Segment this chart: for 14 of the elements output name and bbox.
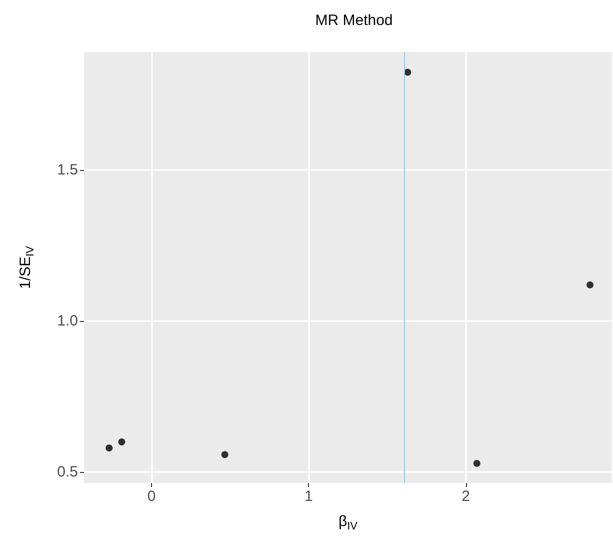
y-tick-label: 0.5 <box>57 463 78 480</box>
x-tick-label: 2 <box>462 488 470 505</box>
y-tick-label: 1.0 <box>57 312 78 330</box>
point <box>221 451 228 458</box>
point <box>106 444 113 452</box>
chart-title: MR Method <box>315 12 393 29</box>
point <box>586 281 594 288</box>
x-tick-label: 1 <box>304 488 313 505</box>
y-tick-label: 1.5 <box>57 161 78 178</box>
point <box>404 68 412 76</box>
y-axis-title: 1/SEIV <box>17 245 36 289</box>
x-tick-label: 0 <box>147 488 156 505</box>
point <box>118 438 126 446</box>
point <box>473 460 480 467</box>
